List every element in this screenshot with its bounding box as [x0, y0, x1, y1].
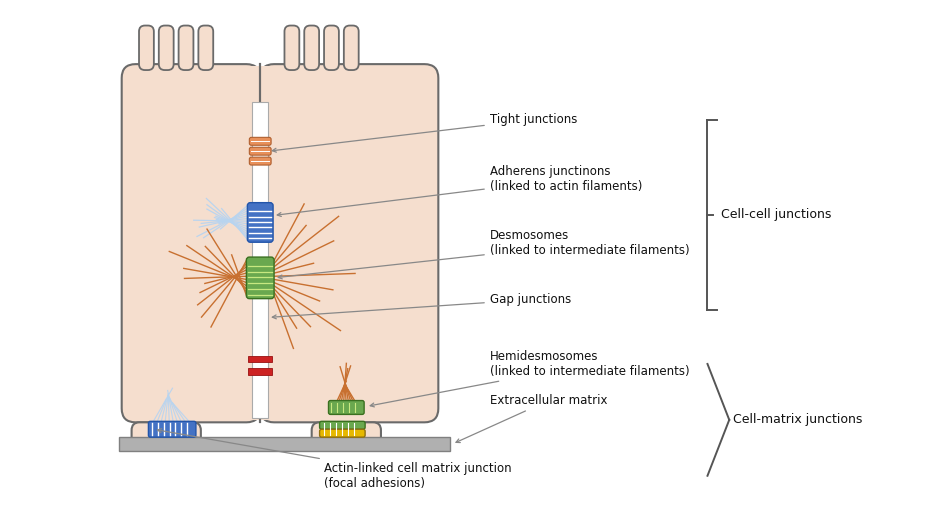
FancyBboxPatch shape [246, 257, 274, 299]
Bar [118, 437, 450, 451]
Bar [248, 368, 272, 375]
Text: Actin-linked cell matrix junction
(focal adhesions): Actin-linked cell matrix junction (focal… [158, 428, 511, 490]
FancyBboxPatch shape [320, 421, 365, 429]
Text: Extracellular matrix: Extracellular matrix [456, 394, 607, 443]
FancyBboxPatch shape [285, 25, 299, 70]
Bar [252, 102, 268, 418]
Text: Adherens junctinons
(linked to actin filaments): Adherens junctinons (linked to actin fil… [277, 165, 642, 216]
Bar [133, 412, 199, 421]
FancyBboxPatch shape [132, 422, 201, 446]
Text: Desmosomes
(linked to intermediate filaments): Desmosomes (linked to intermediate filam… [278, 229, 689, 279]
FancyBboxPatch shape [324, 25, 339, 70]
FancyBboxPatch shape [249, 138, 271, 145]
Bar [248, 355, 272, 362]
FancyBboxPatch shape [260, 64, 438, 422]
FancyBboxPatch shape [312, 422, 381, 446]
Text: Cell-cell junctions: Cell-cell junctions [721, 208, 832, 221]
FancyBboxPatch shape [305, 25, 319, 70]
Bar [314, 412, 379, 421]
FancyBboxPatch shape [159, 25, 174, 70]
FancyBboxPatch shape [149, 421, 196, 437]
Text: Cell-matrix junctions: Cell-matrix junctions [733, 413, 863, 426]
FancyBboxPatch shape [139, 25, 154, 70]
FancyBboxPatch shape [179, 25, 194, 70]
FancyBboxPatch shape [328, 400, 364, 414]
FancyBboxPatch shape [249, 147, 271, 155]
Text: Tight junctions: Tight junctions [273, 113, 577, 152]
Bar [241, 66, 262, 421]
FancyBboxPatch shape [320, 429, 365, 437]
Text: Gap junctions: Gap junctions [273, 293, 571, 319]
FancyBboxPatch shape [344, 25, 359, 70]
FancyBboxPatch shape [198, 25, 213, 70]
Bar [258, 66, 280, 421]
FancyBboxPatch shape [121, 64, 260, 422]
FancyBboxPatch shape [249, 157, 271, 165]
Text: Hemidesmosomes
(linked to intermediate filaments): Hemidesmosomes (linked to intermediate f… [370, 350, 689, 407]
FancyBboxPatch shape [247, 203, 274, 242]
